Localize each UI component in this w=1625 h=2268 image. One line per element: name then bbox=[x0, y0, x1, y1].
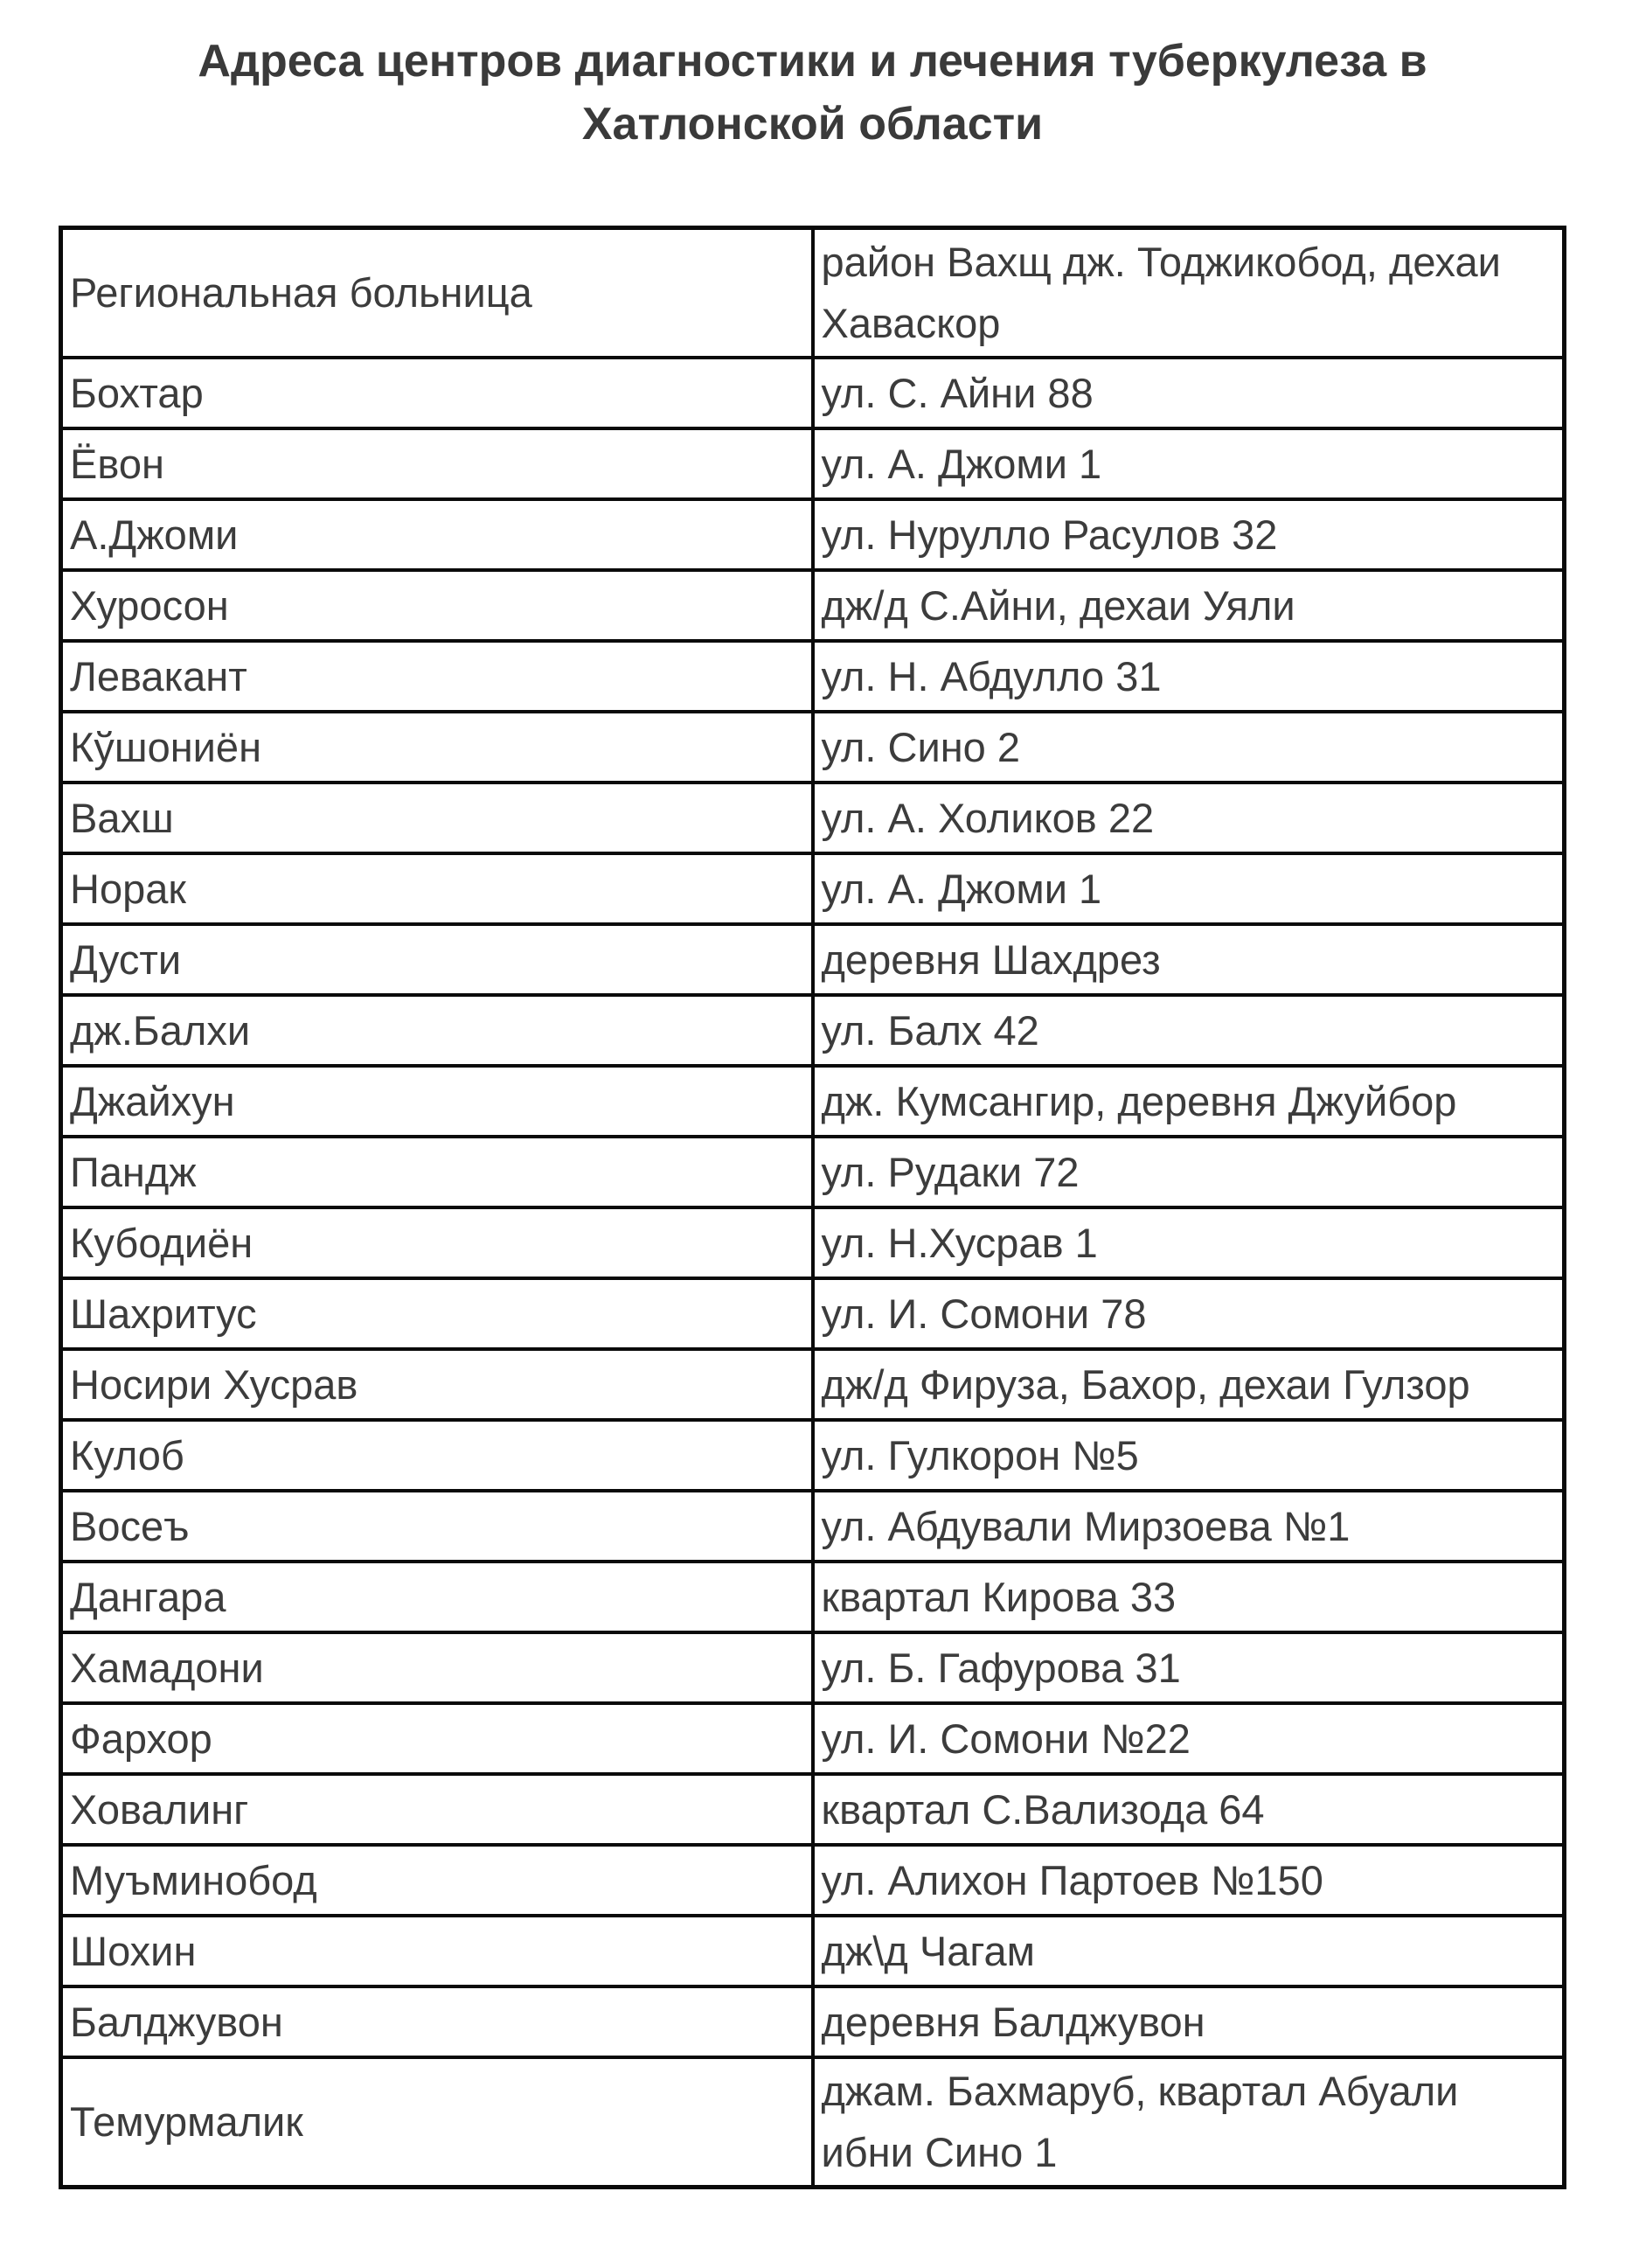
table-row: Кубодиён ул. Н.Хусрав 1 bbox=[59, 1206, 1566, 1280]
center-name-cell: Норак bbox=[59, 852, 815, 926]
center-name-cell: Вахш bbox=[59, 781, 815, 855]
table-row: Муъминобод ул. Алихон Партоев №150 bbox=[59, 1843, 1566, 1917]
table-row: дж.Балхи ул. Балх 42 bbox=[59, 993, 1566, 1068]
table-row: Кўшониён ул. Сино 2 bbox=[59, 710, 1566, 784]
center-address-cell: дж/д Фируза, Бахор, дехаи Гулзор bbox=[810, 1347, 1566, 1422]
table-row: Норак ул. А. Джоми 1 bbox=[59, 852, 1566, 926]
center-name-cell: Кулоб bbox=[59, 1418, 815, 1492]
table-row: Ховалинг квартал С.Вализода 64 bbox=[59, 1772, 1566, 1847]
center-name-cell: Шахритус bbox=[59, 1277, 815, 1351]
center-address-cell: ул. Алихон Партоев №150 bbox=[810, 1843, 1566, 1917]
center-address-cell: ул. Н. Абдулло 31 bbox=[810, 639, 1566, 713]
center-address-cell: квартал С.Вализода 64 bbox=[810, 1772, 1566, 1847]
center-address-cell: ул. Балх 42 bbox=[810, 993, 1566, 1068]
center-address-cell: ул. Абдували Мирзоева №1 bbox=[810, 1489, 1566, 1563]
center-address-cell: ул. А. Джоми 1 bbox=[810, 427, 1566, 501]
center-name-cell: Восеъ bbox=[59, 1489, 815, 1563]
centers-table: Региональная больница район Вахщ дж. Тодж… bbox=[59, 226, 1566, 2189]
centers-table-body: Региональная больница район Вахщ дж. Тодж… bbox=[59, 226, 1566, 2189]
center-name-cell: Ёвон bbox=[59, 427, 815, 501]
center-name-cell: Муъминобод bbox=[59, 1843, 815, 1917]
center-name-cell: Пандж bbox=[59, 1135, 815, 1209]
table-row: Фархор ул. И. Сомони №22 bbox=[59, 1701, 1566, 1776]
center-address-cell: деревня Шахдрез bbox=[810, 922, 1566, 997]
center-name-cell: Носири Хусрав bbox=[59, 1347, 815, 1422]
center-name-cell: дж.Балхи bbox=[59, 993, 815, 1068]
table-row: Хуросон дж/д С.Айни, дехаи Уяли bbox=[59, 568, 1566, 643]
center-name-cell: Джайхун bbox=[59, 1064, 815, 1138]
center-address-cell: ул. С. Айни 88 bbox=[810, 356, 1566, 430]
center-name-cell: Бохтар bbox=[59, 356, 815, 430]
center-name-cell: Хуросон bbox=[59, 568, 815, 643]
table-row: Шохин дж\д Чагам bbox=[59, 1914, 1566, 1988]
table-row: Дангара квартал Кирова 33 bbox=[59, 1560, 1566, 1634]
table-row: Носири Хусрав дж/д Фируза, Бахор, дехаи Г… bbox=[59, 1347, 1566, 1422]
center-address-cell: дж\д Чагам bbox=[810, 1914, 1566, 1988]
center-name-cell: Темурмалик bbox=[59, 2056, 815, 2189]
table-row: Кулоб ул. Гулкорон №5 bbox=[59, 1418, 1566, 1492]
center-address-cell: ул. А. Холиков 22 bbox=[810, 781, 1566, 855]
table-row: Левакант ул. Н. Абдулло 31 bbox=[59, 639, 1566, 713]
center-address-cell: квартал Кирова 33 bbox=[810, 1560, 1566, 1634]
center-address-cell: ул. Н.Хусрав 1 bbox=[810, 1206, 1566, 1280]
table-row: Восеъ ул. Абдували Мирзоева №1 bbox=[59, 1489, 1566, 1563]
table-row: Вахш ул. А. Холиков 22 bbox=[59, 781, 1566, 855]
center-name-cell: Дусти bbox=[59, 922, 815, 997]
table-row: Дусти деревня Шахдрез bbox=[59, 922, 1566, 997]
center-address-cell: ул. Гулкорон №5 bbox=[810, 1418, 1566, 1492]
center-name-cell: Кўшониён bbox=[59, 710, 815, 784]
table-row: Бохтар ул. С. Айни 88 bbox=[59, 356, 1566, 430]
centers-table-container: Региональная больница район Вахщ дж. Тодж… bbox=[59, 226, 1566, 2189]
center-address-cell: дж. Кумсангир, деревня Джуйбор bbox=[810, 1064, 1566, 1138]
table-row: Пандж ул. Рудаки 72 bbox=[59, 1135, 1566, 1209]
center-address-cell: ул. А. Джоми 1 bbox=[810, 852, 1566, 926]
center-address-cell: ул. Б. Гафурова 31 bbox=[810, 1631, 1566, 1705]
center-name-cell: Кубодиён bbox=[59, 1206, 815, 1280]
center-address-cell: деревня Балджувон bbox=[810, 1985, 1566, 2059]
center-address-cell: джам. Бахмаруб, квартал Абуали ибни Сино… bbox=[810, 2056, 1566, 2189]
center-address-cell: ул. Рудаки 72 bbox=[810, 1135, 1566, 1209]
table-row: Темурмалик джам. Бахмаруб, квартал Абуали… bbox=[59, 2056, 1566, 2189]
center-address-cell: ул. Сино 2 bbox=[810, 710, 1566, 784]
center-name-cell: Балджувон bbox=[59, 1985, 815, 2059]
table-row: А.Джоми ул. Нурулло Расулов 32 bbox=[59, 497, 1566, 572]
table-row: Балджувон деревня Балджувон bbox=[59, 1985, 1566, 2059]
table-row: Шахритус ул. И. Сомони 78 bbox=[59, 1277, 1566, 1351]
center-name-cell: Хамадони bbox=[59, 1631, 815, 1705]
center-address-cell: ул. И. Сомони №22 bbox=[810, 1701, 1566, 1776]
center-name-cell: Региональная больница bbox=[59, 226, 815, 359]
center-name-cell: А.Джоми bbox=[59, 497, 815, 572]
table-row: Региональная больница район Вахщ дж. Тодж… bbox=[59, 226, 1566, 359]
center-name-cell: Дангара bbox=[59, 1560, 815, 1634]
center-name-cell: Фархор bbox=[59, 1701, 815, 1776]
center-address-cell: дж/д С.Айни, дехаи Уяли bbox=[810, 568, 1566, 643]
center-address-cell: ул. И. Сомони 78 bbox=[810, 1277, 1566, 1351]
table-row: Ёвон ул. А. Джоми 1 bbox=[59, 427, 1566, 501]
table-row: Джайхун дж. Кумсангир, деревня Джуйбор bbox=[59, 1064, 1566, 1138]
center-address-cell: ул. Нурулло Расулов 32 bbox=[810, 497, 1566, 572]
table-row: Хамадони ул. Б. Гафурова 31 bbox=[59, 1631, 1566, 1705]
page-title: Адреса центров диагностики и лечения туб… bbox=[198, 36, 1427, 150]
center-name-cell: Ховалинг bbox=[59, 1772, 815, 1847]
center-address-cell: район Вахщ дж. Тоджикобод, дехаи Хаваско… bbox=[810, 226, 1566, 359]
center-name-cell: Шохин bbox=[59, 1914, 815, 1988]
center-name-cell: Левакант bbox=[59, 639, 815, 713]
